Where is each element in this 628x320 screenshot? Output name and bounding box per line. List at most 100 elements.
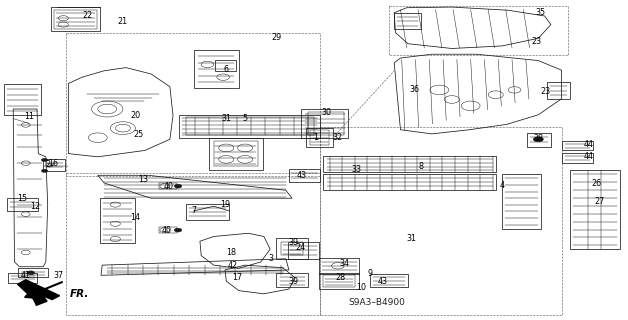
Text: 11: 11 (24, 113, 34, 122)
Text: 25: 25 (133, 130, 144, 139)
Text: 17: 17 (232, 273, 242, 282)
Bar (215, 60, 236, 71)
Bar (527, 133, 551, 147)
Text: 9: 9 (368, 268, 373, 278)
Text: 37: 37 (54, 271, 64, 280)
Bar (208, 138, 263, 170)
Bar (276, 238, 308, 259)
Bar (18, 268, 48, 277)
Bar (319, 258, 359, 274)
Bar (389, 6, 568, 55)
Text: 2: 2 (45, 160, 50, 169)
Bar (561, 141, 593, 150)
Bar (320, 126, 561, 315)
Bar (8, 273, 37, 283)
Circle shape (41, 169, 48, 172)
Text: 38: 38 (533, 134, 543, 143)
Bar (67, 173, 320, 315)
Bar (43, 159, 65, 171)
Text: 43: 43 (296, 171, 306, 180)
Bar (547, 82, 570, 100)
Text: 4: 4 (499, 181, 504, 190)
Bar (371, 274, 408, 287)
Text: 14: 14 (131, 213, 141, 222)
Bar (288, 242, 319, 259)
Text: 27: 27 (594, 197, 604, 206)
Text: 31: 31 (221, 114, 231, 123)
Bar (561, 153, 593, 163)
Text: 3: 3 (269, 254, 274, 263)
Text: 23: 23 (531, 37, 541, 46)
Text: 28: 28 (335, 273, 345, 282)
Bar (323, 174, 495, 190)
Bar (214, 141, 257, 166)
Bar (193, 50, 239, 88)
Bar (159, 227, 177, 233)
Text: 30: 30 (322, 108, 332, 117)
Text: 13: 13 (139, 175, 149, 184)
Bar (289, 169, 320, 182)
Bar (308, 112, 344, 134)
Bar (185, 204, 229, 220)
Bar (394, 13, 421, 29)
Text: 18: 18 (226, 248, 236, 257)
Text: 29: 29 (271, 33, 281, 42)
Text: 1: 1 (313, 133, 318, 142)
Text: 44: 44 (583, 152, 593, 161)
Text: S9A3–B4900: S9A3–B4900 (348, 298, 405, 307)
Text: 41: 41 (21, 271, 31, 280)
Text: 44: 44 (583, 140, 593, 149)
Text: 43: 43 (378, 276, 388, 285)
Text: 34: 34 (339, 259, 349, 268)
Bar (570, 170, 620, 249)
Bar (54, 10, 97, 29)
Text: 32: 32 (333, 133, 343, 142)
Polygon shape (18, 280, 60, 305)
Text: 7: 7 (191, 206, 197, 215)
Text: 16: 16 (48, 159, 58, 168)
Text: 33: 33 (352, 165, 362, 174)
Bar (7, 198, 38, 211)
Text: 36: 36 (409, 85, 420, 94)
Text: 39: 39 (289, 276, 299, 285)
Text: 40: 40 (164, 182, 173, 191)
Text: 24: 24 (295, 243, 305, 252)
Bar (51, 7, 100, 31)
Text: 5: 5 (242, 114, 247, 123)
Bar (4, 84, 41, 116)
Text: 39: 39 (289, 238, 299, 247)
Bar (179, 115, 320, 138)
Text: 42: 42 (227, 261, 237, 270)
Text: 21: 21 (118, 17, 128, 26)
Text: 19: 19 (220, 200, 230, 209)
Bar (276, 273, 308, 287)
Bar (185, 117, 314, 135)
Circle shape (533, 137, 543, 142)
Circle shape (27, 271, 35, 275)
Bar (100, 197, 136, 243)
Circle shape (174, 184, 181, 188)
Bar (502, 174, 541, 228)
Bar (306, 127, 333, 147)
Bar (323, 156, 495, 172)
Text: 40: 40 (162, 226, 171, 235)
Bar (323, 275, 355, 287)
Text: 10: 10 (356, 283, 366, 292)
Bar (319, 273, 359, 289)
Bar (281, 242, 303, 255)
Circle shape (174, 228, 181, 232)
Text: 12: 12 (30, 202, 40, 211)
Circle shape (41, 158, 48, 162)
Text: 35: 35 (536, 8, 546, 17)
Text: FR.: FR. (70, 290, 89, 300)
Text: 31: 31 (406, 234, 416, 243)
Text: 15: 15 (18, 194, 28, 203)
Text: 20: 20 (131, 111, 141, 120)
Bar (67, 33, 320, 176)
Text: 8: 8 (418, 162, 423, 171)
Bar (159, 183, 177, 189)
Bar (310, 130, 329, 145)
Bar (301, 109, 349, 138)
Text: 26: 26 (591, 180, 601, 188)
Text: 23: 23 (541, 87, 551, 96)
